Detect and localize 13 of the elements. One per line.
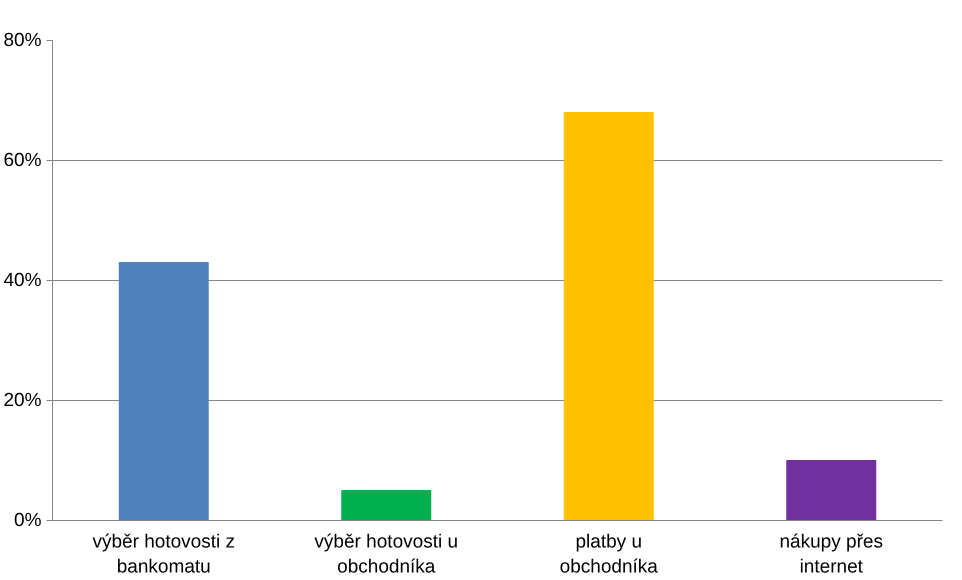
x-tick-label: platby u obchodníka	[560, 532, 658, 578]
y-tick-label: 0%	[14, 510, 42, 531]
bar	[564, 112, 654, 520]
y-tick-label: 60%	[3, 150, 42, 171]
bar	[786, 460, 876, 520]
y-tick-label: 80%	[3, 30, 42, 51]
bar	[341, 490, 432, 520]
x-tick-label: výběr hotovosti z bankomatu	[92, 532, 236, 578]
x-tick-label: nákupy přes internet	[779, 532, 884, 578]
y-tick-label: 40%	[3, 270, 42, 291]
y-tick-label: 20%	[3, 390, 42, 411]
bar	[118, 262, 209, 520]
x-tick-label: výběr hotovosti u obchodníka	[314, 532, 458, 578]
